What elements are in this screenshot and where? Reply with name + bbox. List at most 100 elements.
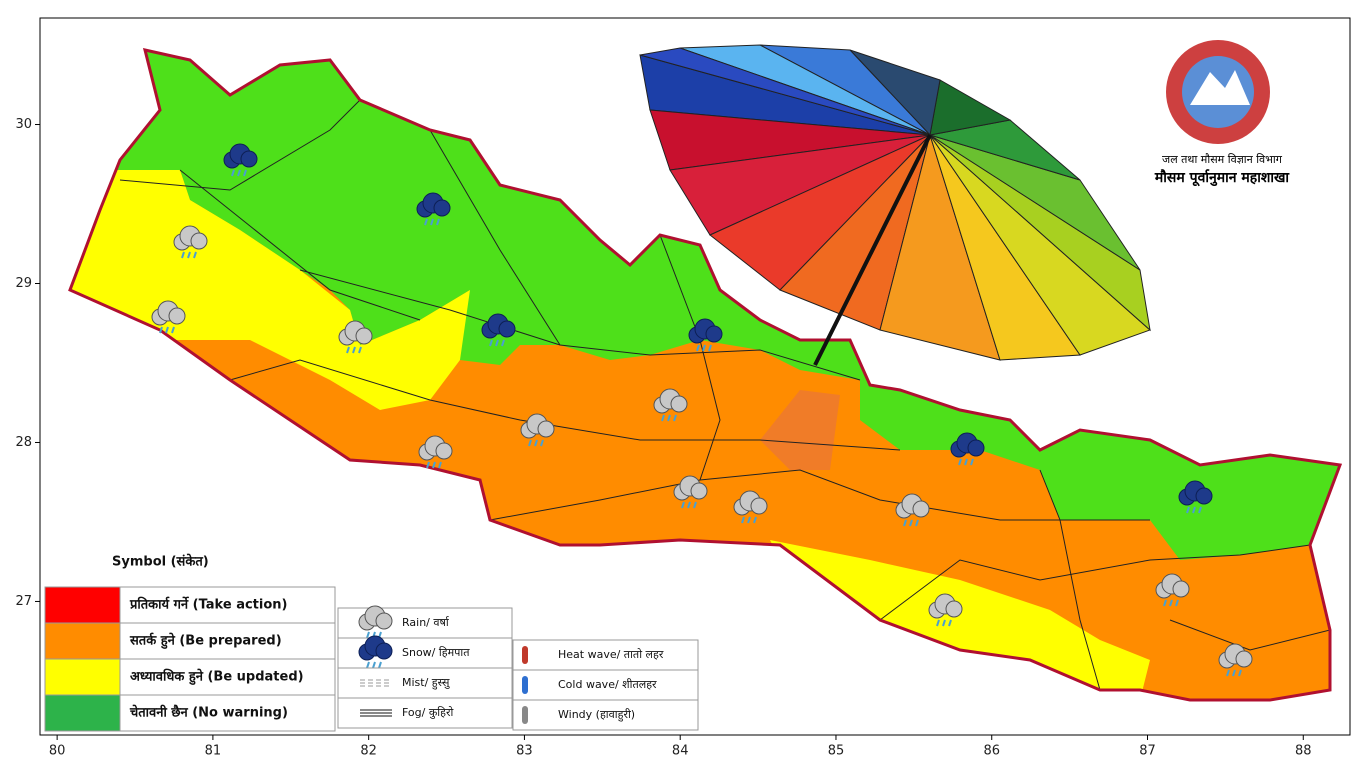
y-tick-label: 28: [15, 435, 32, 450]
drop: [540, 439, 544, 447]
y-tick-label: 29: [15, 276, 32, 291]
x-tick-label: 86: [983, 744, 1000, 759]
rain-icon: [750, 497, 768, 515]
legend-label: चेतावनी छैन (No warning): [129, 705, 288, 721]
district-line: [1169, 619, 1331, 651]
drop: [165, 326, 169, 334]
district-line: [299, 269, 861, 381]
weather-icons: [151, 143, 1253, 677]
drop: [438, 461, 442, 469]
logo-line2: मौसम पूर्वानुमान महाशाखा: [1154, 169, 1291, 187]
symbol-label: Snow/ हिमपात: [402, 646, 470, 659]
drop: [159, 326, 163, 334]
snow-icon: [433, 199, 451, 217]
drop: [948, 619, 952, 627]
snow-icon: [375, 642, 393, 660]
rain-icon: [355, 327, 373, 345]
rain-icon: [912, 500, 930, 518]
drop: [964, 458, 968, 466]
drop: [366, 661, 370, 669]
x-tick-label: 80: [49, 744, 66, 759]
zone-updated-east: [770, 540, 1150, 700]
snow-icon: [1195, 487, 1213, 505]
symbol-icon: [522, 676, 528, 694]
drop: [681, 501, 685, 509]
legend-swatch: [44, 622, 121, 660]
district-line: [119, 99, 361, 191]
drop: [909, 519, 913, 527]
rain-icon: [375, 612, 393, 630]
legend-label: सतर्क हुने (Be prepared): [129, 633, 282, 650]
drop: [1163, 599, 1167, 607]
district-line: [429, 129, 561, 346]
legend-swatch: [44, 586, 121, 624]
country-border: [68, 48, 1343, 702]
drop: [436, 218, 440, 226]
drop: [1186, 506, 1190, 514]
legend-title: Symbol (संकेत): [112, 554, 209, 570]
axes: 80 81 82 83 84 85 86 87 88 27 28 29 30: [15, 117, 1311, 758]
drop: [1238, 669, 1242, 677]
y-tick-label: 30: [15, 117, 32, 132]
rain-icon: [1172, 580, 1190, 598]
snow-icon: [705, 325, 723, 343]
drop: [372, 661, 376, 669]
legend-label: प्रतिकार्य गर्ने (Take action): [129, 597, 287, 613]
drop: [936, 619, 940, 627]
drop: [741, 516, 745, 524]
logo-line1: जल तथा मौसम विज्ञान विभाग: [1162, 153, 1283, 166]
drop: [753, 516, 757, 524]
rain-icon: [168, 307, 186, 325]
umbrella-handle: [813, 134, 932, 366]
drop: [358, 346, 362, 354]
drop: [534, 439, 538, 447]
x-tick-label: 85: [828, 744, 845, 759]
drop: [378, 661, 382, 669]
drop: [693, 501, 697, 509]
symbol-label: Heat wave/ तातो लहर: [558, 648, 664, 661]
drop: [352, 346, 356, 354]
drop: [501, 339, 505, 347]
y-tick-label: 27: [15, 594, 32, 609]
snow-icon: [240, 150, 258, 168]
drop: [942, 619, 946, 627]
drop: [528, 439, 532, 447]
rain-icon: [190, 232, 208, 250]
drop: [1198, 506, 1202, 514]
rain-icon: [690, 482, 708, 500]
drop: [489, 339, 493, 347]
drop: [432, 461, 436, 469]
drop: [667, 414, 671, 422]
symbol-label: Rain/ वर्षा: [402, 616, 450, 629]
district-line: [179, 169, 421, 321]
legend-cell: [119, 622, 336, 660]
drop: [1175, 599, 1179, 607]
symbol-cell: [512, 669, 699, 701]
x-tick-label: 87: [1139, 744, 1156, 759]
umbrella-panel: [639, 47, 931, 136]
drop: [1232, 669, 1236, 677]
snow-icon: [498, 320, 516, 338]
logo: जल तथा मौसम विज्ञान विभाग मौसम पूर्वानुम…: [1154, 40, 1291, 187]
rain-icon: [435, 442, 453, 460]
rain-icon: [537, 420, 555, 438]
x-tick-label: 84: [672, 744, 689, 759]
symbol-cell: [512, 699, 699, 731]
symbol-label: Cold wave/ शीतलहर: [558, 678, 657, 691]
drop: [1192, 506, 1196, 514]
drop: [171, 326, 175, 334]
x-tick-label: 88: [1295, 744, 1312, 759]
zone-updated-west: [70, 170, 470, 410]
symbol-label: Mist/ हुस्सु: [402, 676, 450, 690]
drop: [687, 501, 691, 509]
drop: [424, 218, 428, 226]
x-tick-label: 82: [360, 744, 377, 759]
symbol-label: Fog/ कुहिरो: [402, 706, 453, 719]
drop: [958, 458, 962, 466]
rain-icon: [945, 600, 963, 618]
district-line: [1039, 469, 1101, 691]
umbrella: [639, 44, 1151, 366]
drop: [903, 519, 907, 527]
drop: [231, 169, 235, 177]
